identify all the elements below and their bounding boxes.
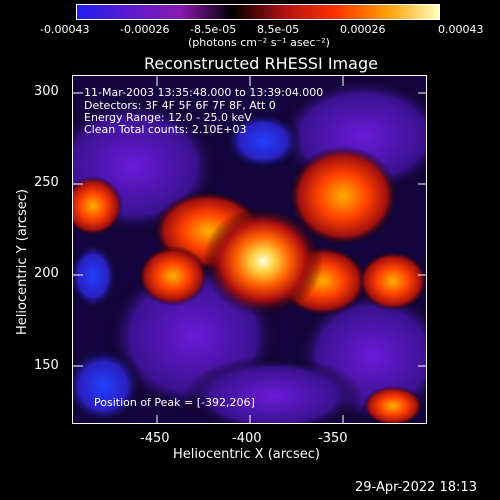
axis-ticks bbox=[73, 76, 426, 423]
plot-title: Reconstructed RHESSI Image bbox=[144, 54, 378, 73]
flux-map bbox=[73, 76, 426, 423]
x-tick-450: -450 bbox=[140, 431, 170, 446]
colorbar-tick-6: 0.00043 bbox=[438, 23, 484, 36]
y-tick-150: 150 bbox=[34, 358, 59, 373]
annotation-time: 11-Mar-2003 13:35:48.000 to 13:39:04.000 bbox=[84, 86, 324, 99]
colorbar-tick-4: 8.5e-05 bbox=[257, 23, 300, 36]
image-plot-area: 11-Mar-2003 13:35:48.000 to 13:39:04.000… bbox=[72, 75, 427, 424]
y-tick-250: 250 bbox=[34, 175, 59, 190]
colorbar-tick-2: -0.00026 bbox=[120, 23, 170, 36]
colorbar bbox=[76, 4, 440, 20]
x-tick-400: -400 bbox=[232, 431, 262, 446]
y-tick-300: 300 bbox=[34, 84, 59, 99]
y-tick-200: 200 bbox=[34, 266, 59, 281]
annotation-detectors: Detectors: 3F 4F 5F 6F 7F 8F, Att 0 bbox=[84, 99, 276, 112]
annotation-peak: Position of Peak = [-392,206] bbox=[94, 396, 255, 409]
x-tick-350: -350 bbox=[318, 431, 348, 446]
x-axis-label: Heliocentric X (arcsec) bbox=[173, 447, 320, 462]
y-axis-label: Heliocentric Y (arcsec) bbox=[14, 189, 30, 335]
colorbar-tick-5: 0.00026 bbox=[340, 23, 386, 36]
colorbar-tick-3: -8.5e-05 bbox=[190, 23, 237, 36]
colorbar-units: (photons cm⁻² s⁻¹ asec⁻²) bbox=[188, 36, 330, 49]
footer-timestamp: 29-Apr-2022 18:13 bbox=[355, 480, 477, 495]
annotation-energy: Energy Range: 12.0 - 25.0 keV bbox=[84, 111, 252, 124]
colorbar-tick-1: -0.00043 bbox=[40, 23, 90, 36]
annotation-clean: Clean Total counts: 2.10E+03 bbox=[84, 123, 247, 136]
